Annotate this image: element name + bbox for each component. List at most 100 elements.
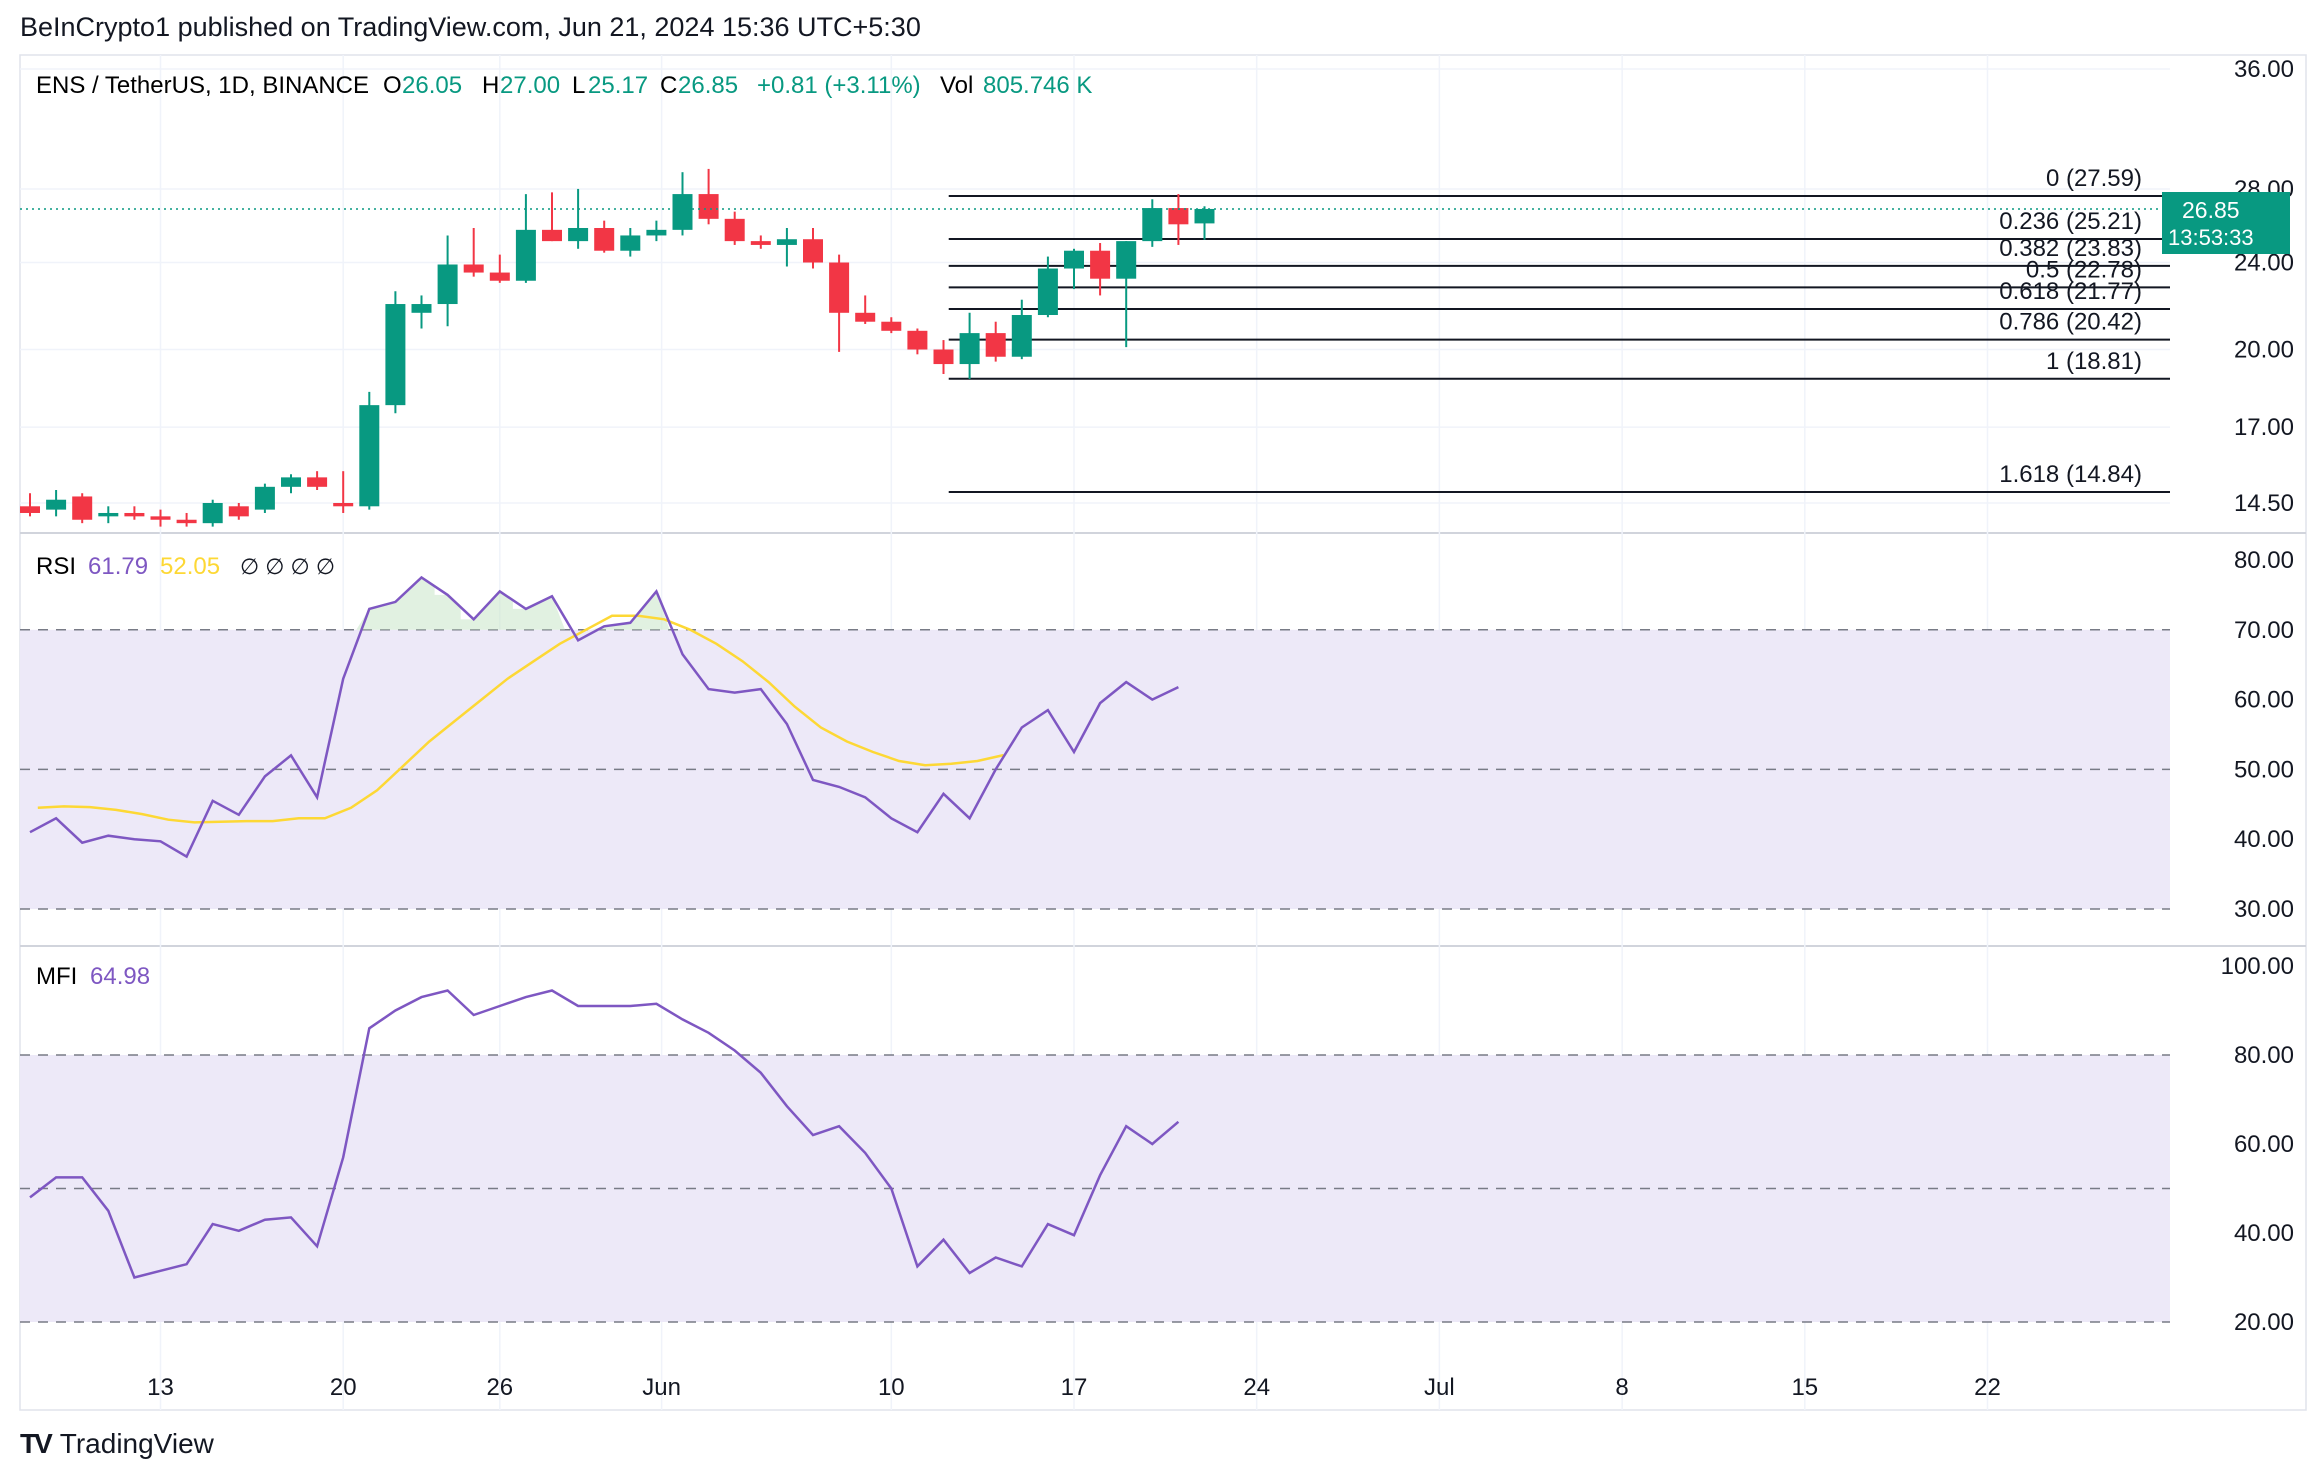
candle-body [150,516,171,520]
candle-body [1116,241,1137,279]
candle-body [672,194,693,230]
ohlc-open-value: 26.05 [402,72,462,99]
mfi-tick-label: 40.00 [2234,1220,2294,1247]
candle-body [803,239,823,263]
ohlc-close-value: 26.85 [678,72,738,99]
fib-level-label: 0.5 (22.78) [2026,256,2142,283]
x-tick-label: 8 [1615,1374,1628,1401]
mfi-label[interactable]: MFI [36,963,77,990]
mfi-tick-label: 60.00 [2234,1131,2294,1158]
footer: TV TradingView [20,1428,214,1460]
mfi-pane [20,989,2170,1323]
candle-body [254,486,275,510]
price-tick-label: 24.00 [2234,250,2294,277]
fib-retracement[interactable]: 0 (27.59) 0.236 (25.21)0.382 (23.83)0.5 (… [948,165,2170,493]
fib-level-label: 1.618 (14.84) [1999,461,2142,488]
candle-body [1011,315,1032,357]
candle-body [1064,250,1084,269]
rsi-tick-label: 80.00 [2234,547,2294,574]
rsi-label[interactable]: RSI [36,553,76,580]
candle-body [489,272,510,281]
mfi-line [29,989,1180,1279]
candle-body [568,227,589,242]
tradingview-brand: TradingView [59,1428,214,1459]
mfi-tick-label: 20.00 [2234,1309,2294,1336]
candle-body [750,241,771,245]
volume-label: Vol [940,72,973,99]
candle-body [1090,250,1111,279]
candle-body [620,235,641,251]
candle-body [98,512,119,517]
candle-body [515,229,536,281]
current-price: 26.85 [2182,197,2240,223]
candle-body [776,239,797,245]
candle-body [46,499,67,510]
candle-body [463,264,484,273]
candles [20,168,1215,527]
ohlc-high-value: 27.00 [500,72,560,99]
mfi-tick-label: 80.00 [2234,1042,2294,1069]
bar-countdown: 13:53:33 [2168,225,2254,250]
candle-body [202,503,223,524]
fib-level-label: 0.618 (21.77) [1999,278,2142,305]
rsi-tick-label: 70.00 [2234,617,2294,644]
candle-body [959,333,980,365]
rsi-line [29,575,1179,859]
mfi-value: 64.98 [90,963,150,990]
fib-level-label: 0 (27.59) [2046,165,2142,192]
ohlc-close-label: C [660,72,677,99]
ohlc-low-label: L [572,72,585,99]
candle-body [359,405,380,507]
x-tick-label: Jul [1424,1374,1455,1401]
candle-body [176,519,197,524]
candle-body [646,229,667,236]
rsi-ma-line [37,614,1004,824]
candle-body [933,349,954,365]
ohlc-high-label: H [482,72,499,99]
volume-value: 805.746 K [983,72,1092,99]
candle-body [385,304,406,406]
x-tick-label: 10 [878,1374,905,1401]
candle-body [881,321,902,331]
price-tick-label: 14.50 [2234,490,2294,517]
price-tick-label: 36.00 [2234,56,2294,83]
tradingview-logo-icon: TV [20,1428,53,1459]
candle-body [724,218,745,242]
candle-body [411,304,432,313]
candle-body [437,264,458,305]
symbol-label[interactable]: ENS / TetherUS, 1D, BINANCE [36,72,369,99]
rsi-tick-label: 60.00 [2234,687,2294,714]
candle-body [985,333,1006,357]
rsi-overbought-fill [356,577,670,630]
candle-body [855,312,876,322]
x-tick-label: 15 [1791,1374,1818,1401]
ohlc-low-value: 25.17 [588,72,648,99]
x-tick-label: 26 [486,1374,513,1401]
candle-body [907,330,928,350]
candle-body [1142,208,1163,242]
fib-level-label: 1 (18.81) [2046,348,2142,375]
fib-level-label: 0.236 (25.21) [1999,208,2142,235]
axes: 13 20 26 Jun 10 17 24 Jul 8 15 2236.0028.0024.0020… [147,56,2294,1401]
fib-level-label: 0.786 (20.42) [1999,309,2142,336]
ohlc-open-label: O [383,72,402,99]
candle-body [542,229,562,242]
rsi-tick-label: 40.00 [2234,826,2294,853]
candle-body [1168,208,1189,225]
rsi-tick-label: 30.00 [2234,896,2294,923]
rsi-value: 61.79 [88,553,148,580]
rsi-tick-label: 50.00 [2234,756,2294,783]
candle-body [333,503,354,507]
candle-body [307,477,328,487]
rsi-pane [20,575,2170,910]
x-tick-label: 13 [147,1374,174,1401]
rsi-hidden-values: ∅ ∅ ∅ ∅ [240,554,335,579]
candle-body [698,194,719,219]
x-tick-label: 22 [1974,1374,2001,1401]
x-tick-label: 20 [330,1374,357,1401]
rsi-ma-value: 52.05 [160,553,220,580]
price-pane: 0 (27.59) 0.236 (25.21)0.382 (23.83)0.5 (… [20,165,2170,527]
price-tick-label: 17.00 [2234,414,2294,441]
candle-body [20,506,40,513]
